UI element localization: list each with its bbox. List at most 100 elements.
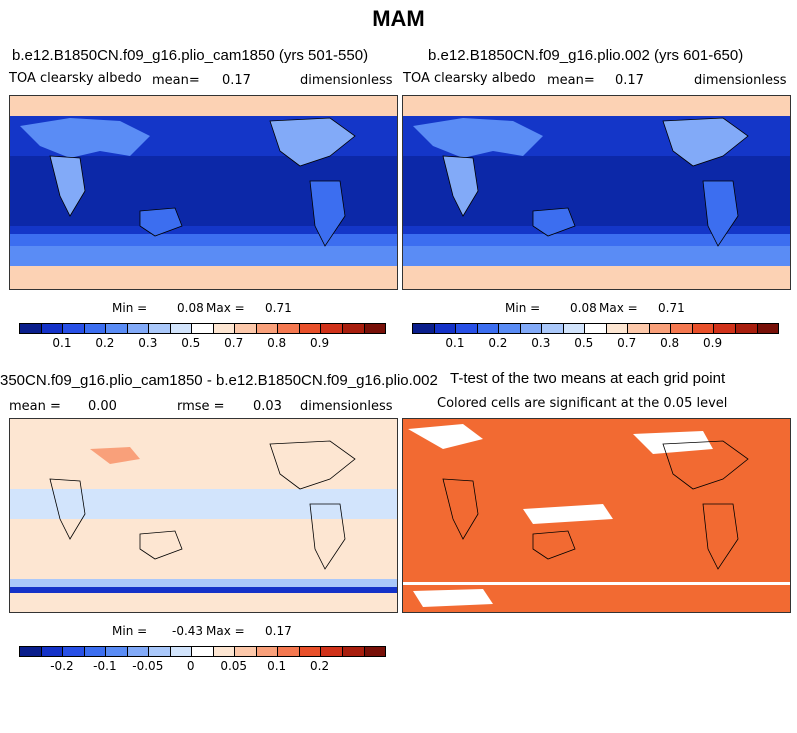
- panel1-variable: TOA clearsky albedo: [9, 71, 142, 86]
- nonsig-antarctic: [413, 589, 493, 607]
- panel3-rmse-value: 0.03: [253, 399, 282, 414]
- south-america-coast: [702, 503, 739, 570]
- colorbar-swatch: [20, 647, 42, 656]
- panel2-map-svg: [403, 96, 790, 289]
- colorbar-swatch: [149, 324, 171, 333]
- diff-south-band: [10, 579, 397, 587]
- panel3-units: dimensionless: [300, 399, 393, 414]
- panel1-mean-value: 0.17: [222, 73, 251, 88]
- colorbar-tick-label: 0.1: [52, 336, 72, 350]
- colorbar-swatch: [278, 324, 300, 333]
- colorbar-swatch: [256, 647, 279, 656]
- panel3-colorbar: [19, 646, 386, 657]
- panel4-map-svg: [403, 419, 790, 612]
- panel2-colorbar: [412, 323, 779, 334]
- panel3-min-value: -0.43: [172, 624, 204, 638]
- panel2-mean-label: mean=: [547, 73, 595, 88]
- southern-ocean-band: [403, 234, 790, 246]
- colorbar-swatch: [213, 647, 236, 656]
- panel2-min-label: Min =: [505, 301, 541, 315]
- colorbar-tick-label: 0.7: [224, 336, 244, 350]
- panel4-subtitle: Colored cells are significant at the 0.0…: [437, 396, 728, 411]
- panel2-variable: TOA clearsky albedo: [403, 71, 536, 86]
- panel1-colorbar: [19, 323, 386, 334]
- colorbar-swatch: [84, 647, 107, 656]
- north-america-land: [269, 117, 356, 167]
- colorbar-swatch: [127, 647, 150, 656]
- colorbar-swatch: [671, 324, 693, 333]
- colorbar-swatch: [299, 324, 322, 333]
- colorbar-swatch: [692, 324, 715, 333]
- colorbar-tick-label: 0.3: [531, 336, 551, 350]
- north-america-coast: [269, 440, 356, 490]
- colorbar-swatch: [714, 324, 736, 333]
- diff-neutral-band: [10, 519, 397, 527]
- colorbar-swatch: [413, 324, 435, 333]
- panel2-max-label: Max =: [599, 301, 638, 315]
- panel3-max-value: 0.17: [265, 624, 292, 638]
- nonsig-south-line: [403, 582, 790, 585]
- colorbar-swatch: [213, 324, 236, 333]
- panel1-map-svg: [10, 96, 397, 289]
- colorbar-tick-label: 0.8: [660, 336, 680, 350]
- colorbar-swatch: [499, 324, 521, 333]
- eurasia-land: [413, 118, 543, 158]
- australia-land: [532, 207, 576, 237]
- eurasia-africa-land: [20, 118, 150, 158]
- colorbar-tick-label: 0: [186, 659, 195, 673]
- arctic-band: [403, 96, 790, 116]
- colorbar-tick-label: -0.05: [132, 659, 164, 673]
- colorbar-swatch: [563, 324, 586, 333]
- diff-antarctic-strong: [10, 587, 397, 593]
- colorbar-tick-label: 0.2: [310, 659, 330, 673]
- colorbar-swatch: [649, 324, 672, 333]
- nonsig-tropical: [523, 504, 613, 524]
- sea-ice-band: [403, 246, 790, 266]
- colorbar-swatch: [256, 324, 279, 333]
- australia-coast: [139, 530, 183, 560]
- colorbar-tick-label: 0.1: [445, 336, 465, 350]
- africa-land: [442, 155, 479, 217]
- panel3-mean-label: mean =: [9, 399, 61, 414]
- colorbar-swatch: [192, 647, 214, 656]
- colorbar-swatch: [735, 324, 758, 333]
- colorbar-swatch: [127, 324, 150, 333]
- colorbar-swatch: [321, 324, 343, 333]
- north-america-land: [662, 117, 749, 167]
- colorbar-swatch: [41, 324, 64, 333]
- panel3-max-label: Max =: [206, 624, 245, 638]
- colorbar-swatch: [321, 647, 343, 656]
- south-america-land: [309, 180, 346, 247]
- colorbar-swatch: [364, 324, 386, 333]
- colorbar-swatch: [192, 324, 214, 333]
- colorbar-swatch: [63, 324, 85, 333]
- panel2-max-value: 0.71: [658, 301, 685, 315]
- colorbar-swatch: [434, 324, 457, 333]
- panel2-min-value: 0.08: [570, 301, 597, 315]
- colorbar-swatch: [84, 324, 107, 333]
- southern-ocean-band: [10, 234, 397, 246]
- colorbar-swatch: [520, 324, 543, 333]
- colorbar-swatch: [342, 324, 365, 333]
- panel2-units: dimensionless: [694, 73, 787, 88]
- south-america-coast: [309, 503, 346, 570]
- south-america-land: [702, 180, 739, 247]
- colorbar-tick-label: -0.1: [93, 659, 117, 673]
- colorbar-swatch: [170, 324, 193, 333]
- colorbar-swatch: [585, 324, 607, 333]
- panel3-colorbar-ticks: -0.2 -0.1 -0.05 0 0.05 0.1 0.2: [19, 659, 384, 673]
- colorbar-swatch: [235, 324, 257, 333]
- africa-coast: [49, 478, 86, 540]
- panel3-case-title: 350CN.f09_g16.plio_cam1850 - b.e12.B1850…: [0, 372, 438, 389]
- colorbar-swatch: [542, 324, 564, 333]
- colorbar-swatch: [456, 324, 478, 333]
- colorbar-swatch: [628, 324, 650, 333]
- colorbar-tick-label: 0.05: [220, 659, 248, 673]
- panel1-mean-label: mean=: [152, 73, 200, 88]
- colorbar-swatch: [20, 324, 42, 333]
- panel2-colorbar-ticks: 0.1 0.2 0.3 0.5 0.7 0.8 0.9: [412, 336, 777, 350]
- panel4-map: [402, 418, 791, 613]
- colorbar-tick-label: 0.2: [95, 336, 115, 350]
- colorbar-tick-label: 0.5: [574, 336, 594, 350]
- africa-land: [49, 155, 86, 217]
